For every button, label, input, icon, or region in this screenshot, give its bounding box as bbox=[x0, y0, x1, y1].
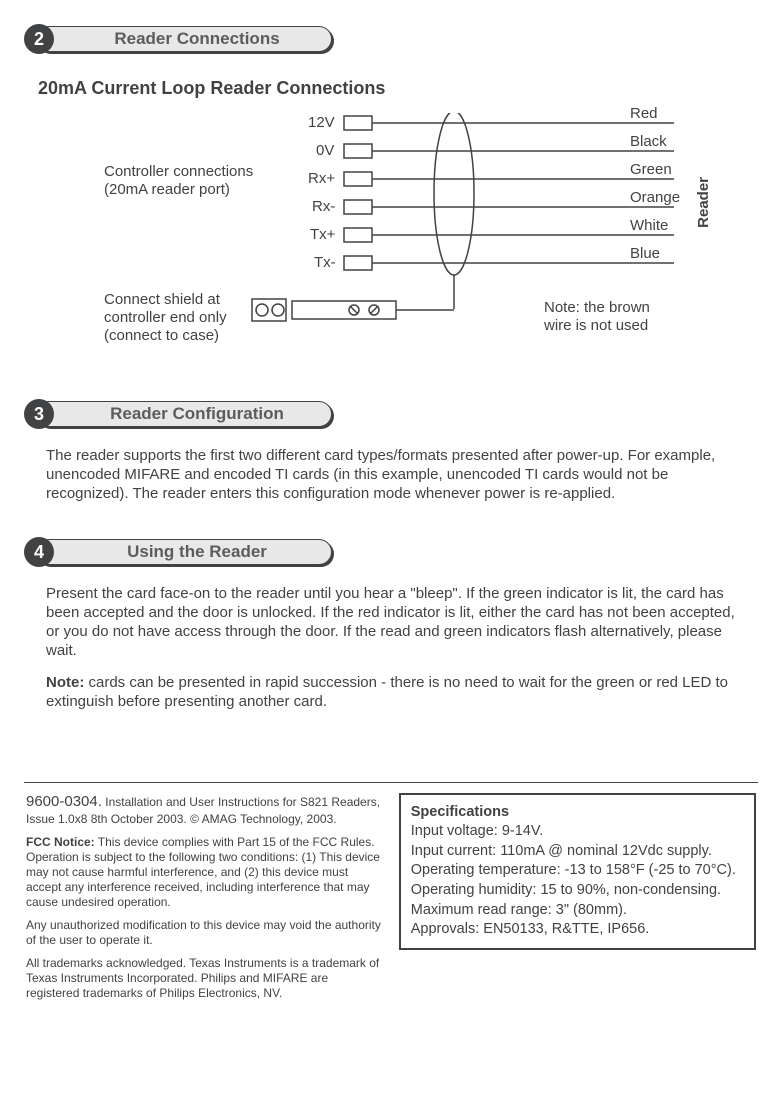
s4-text2: Note: cards can be presented in rapid su… bbox=[46, 674, 750, 712]
section-title: Reader Configuration bbox=[64, 401, 330, 427]
section-header-4: 4 Using the Reader bbox=[24, 537, 758, 567]
section-number: 3 bbox=[24, 399, 54, 429]
spec-line: Input current: 110mA @ nominal 12Vdc sup… bbox=[411, 842, 744, 862]
spec-line: Approvals: EN50133, R&TTE, IP656. bbox=[411, 920, 744, 940]
doc-code: 9600-0304. bbox=[26, 793, 102, 810]
controller-label-l1: Controller connections bbox=[104, 163, 253, 180]
shield-l1: Connect shield at bbox=[104, 291, 220, 308]
section-header-3: 3 Reader Configuration bbox=[24, 399, 758, 429]
brown-note-l2: wire is not used bbox=[544, 317, 648, 334]
spec-line: Input voltage: 9-14V. bbox=[411, 822, 744, 842]
s3-text: The reader supports the first two differ… bbox=[46, 447, 750, 503]
pin-12v: 12V bbox=[308, 114, 335, 131]
s4-text2-body: cards can be presented in rapid successi… bbox=[46, 674, 728, 710]
spec-line: Operating humidity: 15 to 90%, non-conde… bbox=[411, 881, 744, 901]
pin-txm: Tx- bbox=[314, 254, 336, 271]
diagram-subhead: 20mA Current Loop Reader Connections bbox=[38, 78, 758, 99]
wire-black: Black bbox=[630, 133, 667, 150]
spec-box: Specifications Input voltage: 9-14V. Inp… bbox=[399, 793, 756, 950]
spec-title: Specifications bbox=[411, 803, 744, 823]
wire-red: Red bbox=[630, 105, 658, 122]
doc-id: 9600-0304. Installation and User Instruc… bbox=[26, 793, 383, 827]
fcc-label: FCC Notice: bbox=[26, 835, 95, 849]
wire-blue: Blue bbox=[630, 245, 660, 262]
pin-rxp: Rx+ bbox=[308, 170, 335, 187]
wire-green: Green bbox=[630, 161, 672, 178]
spec-line: Operating temperature: -13 to 158°F (-25… bbox=[411, 861, 744, 881]
fcc-notice: FCC Notice: This device complies with Pa… bbox=[26, 835, 383, 910]
section-header-2: 2 Reader Connections bbox=[24, 24, 758, 54]
controller-label-l2: (20mA reader port) bbox=[104, 181, 230, 198]
footer: 9600-0304. Installation and User Instruc… bbox=[24, 793, 758, 1009]
wiring-diagram: Controller connections (20mA reader port… bbox=[34, 113, 734, 373]
footer-left: 9600-0304. Installation and User Instruc… bbox=[26, 793, 383, 1009]
section-title: Using the Reader bbox=[64, 539, 330, 565]
section-number: 2 bbox=[24, 24, 54, 54]
pin-rxm: Rx- bbox=[312, 198, 335, 215]
wire-white: White bbox=[630, 217, 668, 234]
footer-rule bbox=[24, 782, 758, 783]
reader-label: Reader bbox=[695, 177, 712, 228]
spec-line: Maximum read range: 3" (80mm). bbox=[411, 901, 744, 921]
wire-orange: Orange bbox=[630, 189, 680, 206]
trademarks: All trademarks acknowledged. Texas Instr… bbox=[26, 956, 383, 1001]
shield-l2: controller end only bbox=[104, 309, 227, 326]
s4-text1: Present the card face-on to the reader u… bbox=[46, 585, 750, 660]
pin-0v: 0V bbox=[316, 142, 334, 159]
modification-notice: Any unauthorized modification to this de… bbox=[26, 918, 383, 948]
shield-l3: (connect to case) bbox=[104, 327, 219, 344]
note-label: Note: bbox=[46, 674, 84, 691]
section-title: Reader Connections bbox=[64, 26, 330, 52]
brown-note-l1: Note: the brown bbox=[544, 299, 650, 316]
pin-txp: Tx+ bbox=[310, 226, 335, 243]
